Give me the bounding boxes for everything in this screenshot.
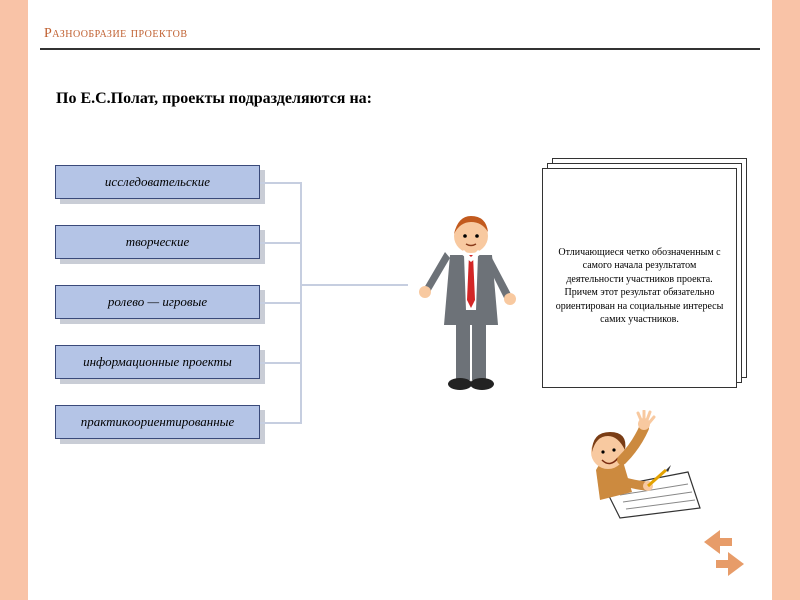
connector-bus	[300, 182, 302, 424]
category-label: исследовательские	[105, 174, 210, 190]
category-box: ролево — игровые	[55, 285, 260, 319]
connector	[260, 362, 302, 364]
header-rule	[40, 48, 760, 50]
sidebar-right	[772, 0, 800, 600]
subtitle: По Е.С.Полат, проекты подразделяются на:	[56, 90, 372, 108]
connector	[260, 242, 302, 244]
connector	[260, 182, 302, 184]
nav-forward-icon	[716, 552, 744, 576]
category-box: информационные проекты	[55, 345, 260, 379]
connector	[260, 302, 302, 304]
category-label: ролево — игровые	[108, 294, 207, 310]
connector	[260, 422, 302, 424]
category-label: практикоориентированные	[81, 414, 235, 430]
description-text: Отличающиеся четко обозначенным с самого…	[555, 246, 724, 327]
sidebar-left	[0, 0, 28, 600]
category-box: практикоориентированные	[55, 405, 260, 439]
category-label: творческие	[126, 234, 190, 250]
category-box: творческие	[55, 225, 260, 259]
nav-arrows	[698, 530, 758, 580]
nav-back-icon	[704, 530, 732, 554]
description-card: Отличающиеся четко обозначенным с самого…	[542, 168, 737, 388]
category-label: информационные проекты	[83, 354, 232, 370]
connector-merge	[300, 284, 408, 286]
businessman-icon	[400, 200, 540, 400]
category-box: исследовательские	[55, 165, 260, 199]
page-title: Разнообразие проектов	[44, 26, 188, 42]
student-icon	[570, 410, 710, 520]
